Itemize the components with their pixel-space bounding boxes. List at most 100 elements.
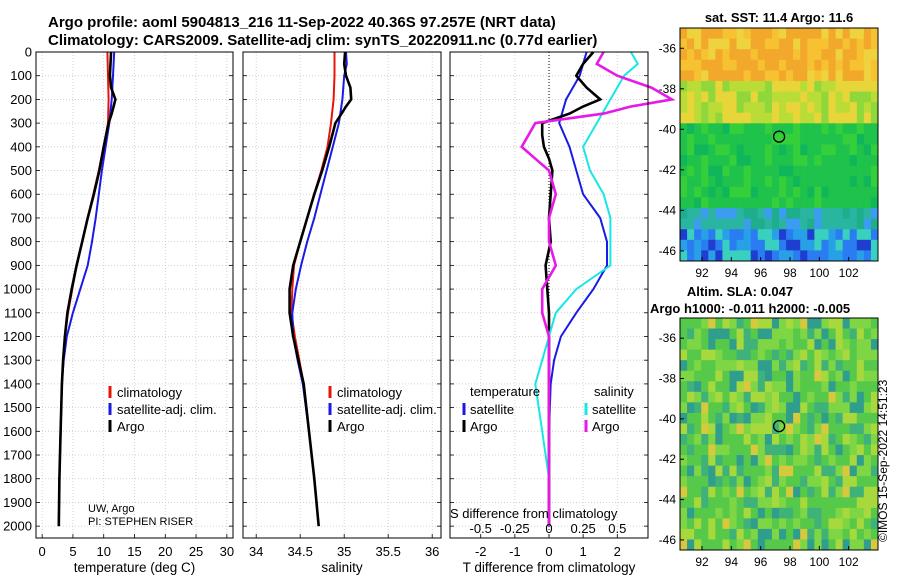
map-cell xyxy=(701,381,709,393)
map-cell xyxy=(828,318,837,330)
map-cell xyxy=(814,197,822,209)
map-cell xyxy=(701,444,709,456)
map-cell xyxy=(786,539,794,551)
map-cell xyxy=(856,476,865,488)
map-cell xyxy=(701,497,709,509)
map-cell xyxy=(743,518,752,530)
map-cell xyxy=(708,49,716,61)
map-cell xyxy=(821,476,829,488)
map-cell xyxy=(800,229,808,241)
map-cell xyxy=(729,80,738,93)
map-cell xyxy=(764,144,773,156)
map-cell xyxy=(793,507,801,519)
x-tick-label: 0 xyxy=(545,544,552,559)
map-cell xyxy=(687,528,695,540)
map-cell xyxy=(722,70,730,82)
map-cell xyxy=(750,423,759,435)
map-cell xyxy=(694,370,702,382)
map-cell xyxy=(701,112,709,124)
map-cell xyxy=(814,218,822,230)
map-cell xyxy=(729,250,738,262)
map-cell xyxy=(736,208,745,220)
map-cell xyxy=(764,486,773,498)
map-cell xyxy=(715,349,723,361)
map-cell xyxy=(708,165,716,177)
map-cell xyxy=(849,112,858,124)
map-cell xyxy=(771,434,780,446)
map-cell xyxy=(757,80,766,93)
map-cell xyxy=(708,434,716,446)
map-cell xyxy=(828,349,837,361)
map-cell xyxy=(870,360,879,372)
map-cell xyxy=(814,102,822,114)
map-cell xyxy=(715,250,723,262)
map-cell xyxy=(722,208,730,220)
x-tick-label: 30 xyxy=(220,544,234,559)
map-cell xyxy=(771,486,780,498)
map-cell xyxy=(793,239,801,251)
map-cell xyxy=(764,176,773,188)
map-cell xyxy=(793,218,801,230)
map-cell xyxy=(786,328,794,340)
map-cell xyxy=(722,165,730,177)
map-cell xyxy=(800,28,808,40)
map-cell xyxy=(793,80,801,93)
map-cell xyxy=(870,434,879,446)
map-cell xyxy=(800,476,808,488)
map-cell xyxy=(729,391,738,403)
map-cell xyxy=(764,80,773,93)
map-cell xyxy=(779,391,787,403)
map-cell xyxy=(680,497,688,509)
x-tick-label: 15 xyxy=(127,544,141,559)
map-cell xyxy=(786,455,794,467)
y-tick-label: 1500 xyxy=(3,400,32,415)
map-cell xyxy=(800,402,808,414)
legend-label-satellite: satellite-adj. clim. xyxy=(337,402,437,417)
map-cell xyxy=(856,507,865,519)
map-cell xyxy=(856,412,865,424)
map-cell xyxy=(708,381,716,393)
map-cell xyxy=(807,91,815,103)
map-cell xyxy=(708,444,716,456)
map-cell xyxy=(764,208,773,220)
map-cell xyxy=(821,381,829,393)
map-cell xyxy=(807,38,815,50)
map-cell xyxy=(807,229,815,241)
map-cell xyxy=(715,208,723,220)
y-tick-label: 1400 xyxy=(3,376,32,391)
legend-label-argo_salinity: Argo xyxy=(592,419,619,434)
map-cell xyxy=(708,123,716,135)
map-cell xyxy=(736,49,745,61)
map-cell xyxy=(750,49,759,61)
map-cell xyxy=(743,434,752,446)
legend-label-argo: Argo xyxy=(337,419,364,434)
map-cell xyxy=(842,59,851,71)
map-cell xyxy=(821,412,829,424)
map-cell xyxy=(680,229,688,241)
map-cell xyxy=(729,102,738,114)
map-cell xyxy=(729,49,738,61)
map-cell xyxy=(694,528,702,540)
map-cell xyxy=(736,133,745,145)
map-cell xyxy=(786,381,794,393)
map-cell xyxy=(807,486,815,498)
map-cell xyxy=(687,197,695,209)
map-cell xyxy=(722,507,730,519)
map-cell xyxy=(764,59,773,71)
map-cell xyxy=(722,229,730,241)
map-cell xyxy=(771,423,780,435)
map-cell xyxy=(870,518,879,530)
map-cell xyxy=(694,434,702,446)
map-cell xyxy=(750,208,759,220)
map-cell xyxy=(750,123,759,135)
map-cell xyxy=(849,370,858,382)
map-cell xyxy=(842,208,851,220)
map-cell xyxy=(757,349,766,361)
map-cell xyxy=(863,465,872,477)
map-cell xyxy=(807,112,815,124)
map-cell xyxy=(729,176,738,188)
map-cell xyxy=(863,455,872,467)
map-cell xyxy=(842,28,851,40)
map-cell xyxy=(750,370,759,382)
map-cell xyxy=(771,102,780,114)
